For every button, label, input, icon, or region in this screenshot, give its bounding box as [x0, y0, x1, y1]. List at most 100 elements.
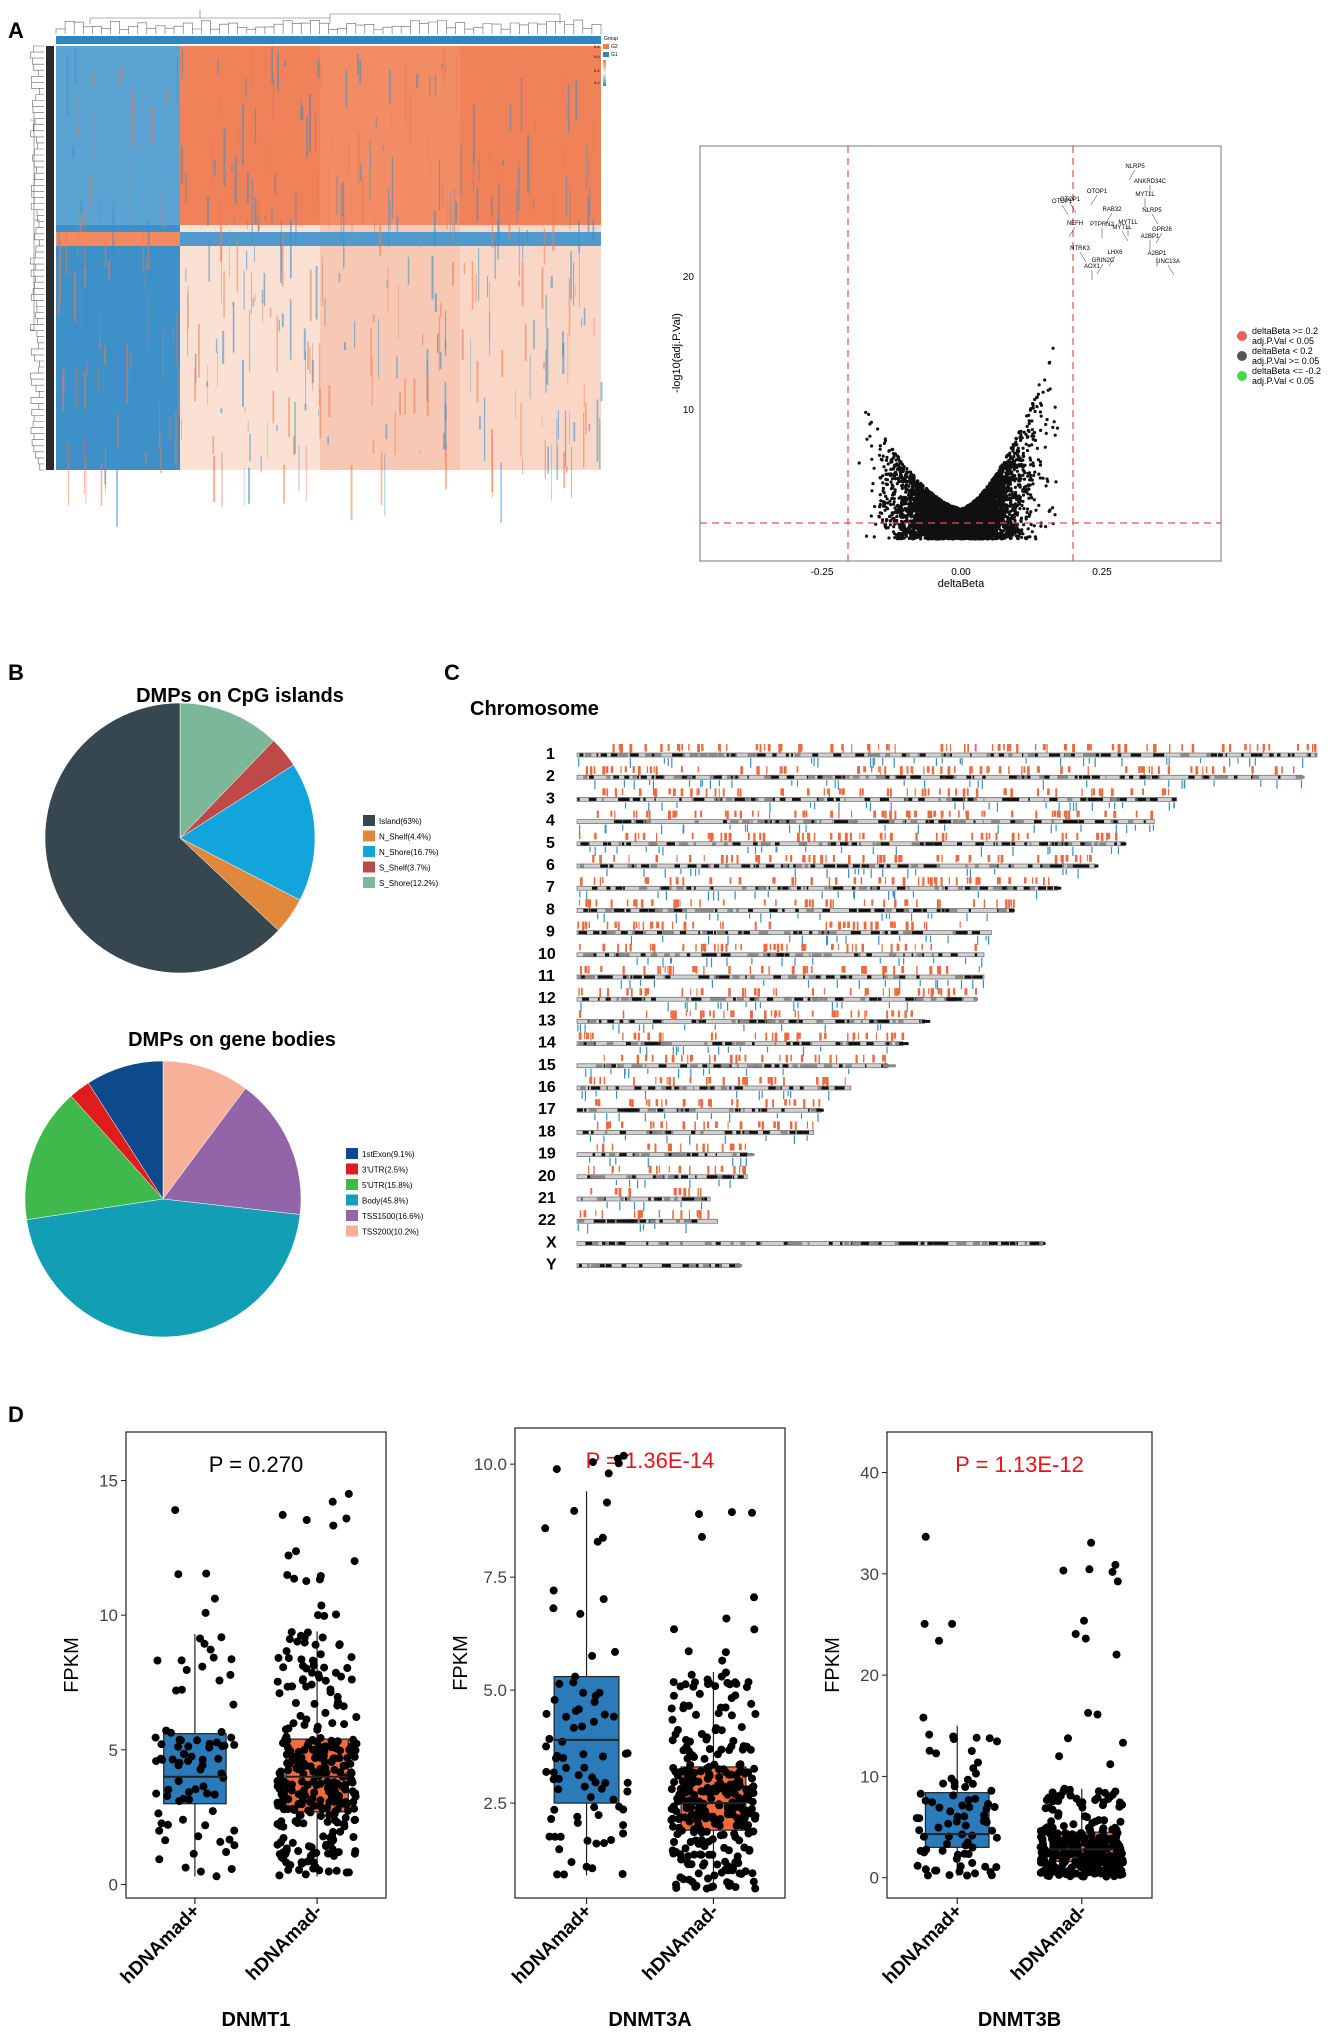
legend-swatch — [346, 1194, 358, 1206]
y-tick-label: 5 — [109, 1741, 118, 1760]
volcano-legend-sub: adj.P.Val < 0.05 — [1252, 376, 1314, 386]
boxplot-title: DNMT3A — [608, 2009, 691, 2031]
volcano-legend-sub: adj.P.Val >= 0.05 — [1252, 356, 1319, 366]
legend-swatch — [346, 1163, 358, 1175]
gene-bodies-legend: 1stExon(9.1%) 3'UTR(2.5%) 5'UTR(15.8%) Body… — [346, 1148, 424, 1237]
y-tick-label: 5.0 — [483, 1681, 507, 1700]
y-tick-label: 10 — [860, 1767, 879, 1786]
heatmap-left-dendrogram — [30, 45, 44, 471]
volcano-label-leader — [1121, 230, 1129, 242]
chromosome-label: 11 — [538, 968, 555, 985]
y-tick-label: 2.5 — [483, 1794, 507, 1813]
volcano-gene-label: PTPRN2 — [1090, 222, 1114, 228]
volcano-gene-label: MYT1L — [1112, 225, 1132, 231]
chromosome-bar — [576, 1130, 815, 1135]
heatmap-color-scale — [603, 60, 606, 86]
chromosome-label: 7 — [546, 879, 555, 896]
heatmap-block — [180, 46, 320, 225]
volcano-gene-label: A2BP1 — [1148, 251, 1167, 257]
chromosome-label: X — [546, 1234, 557, 1251]
volcano-label-leader — [1096, 263, 1104, 275]
chromosome-dmp-marks — [582, 1121, 814, 1145]
legend-label: TSS200(10.2%) — [362, 1228, 419, 1237]
volcano-label-leader — [1061, 204, 1069, 216]
legend-label: Island(63%) — [379, 817, 422, 826]
y-axis-label: FPKM — [61, 1637, 83, 1693]
legend-label: 5'UTR(15.8%) — [362, 1181, 413, 1190]
volcano-label-leader — [1155, 232, 1163, 244]
y-axis-label: FPKM — [822, 1637, 844, 1693]
pie-slice — [26, 1198, 301, 1338]
volcano-ylabel: -log10(adj.P.Val) — [671, 313, 683, 393]
volcano-label-leader — [1167, 264, 1175, 276]
cpg-pie-title: DMPs on CpG islands — [136, 685, 344, 707]
chromosome-dmp-marks — [585, 1054, 896, 1079]
volcano-label-leader — [1090, 194, 1098, 206]
heatmap-top-dendrogram — [55, 10, 602, 34]
methylation-heatmap: Group G2 G1 0.8 0.6 0.4 0.2 — [30, 10, 618, 527]
legend-swatch — [346, 1225, 358, 1237]
y-tick-label: 10 — [99, 1606, 118, 1625]
pie-slice — [179, 764, 316, 901]
boxplot-title: DNMT3B — [978, 2009, 1061, 2031]
legend-swatch — [363, 877, 375, 888]
chromosome-label: 4 — [546, 813, 555, 830]
y-tick-label: 40 — [860, 1464, 879, 1483]
heatmap-scale-tick: 0.2 — [594, 80, 600, 85]
heatmap-legend-title: Group — [604, 36, 618, 42]
volcano-gene-label: ANKRD34C — [1134, 179, 1167, 185]
chromosome-title: Chromosome — [470, 698, 599, 720]
x-tick-label: hDNAmad+ — [879, 1901, 967, 1989]
panel-label-d: D — [8, 1402, 24, 1427]
chromosome-label: 8 — [546, 901, 555, 918]
legend-swatch — [363, 846, 375, 857]
pie-slice — [87, 1060, 164, 1200]
chromosome-label: 6 — [546, 857, 555, 874]
legend-label: N_Shore(16.7%) — [379, 848, 439, 857]
chromosome-bar — [576, 797, 1177, 802]
volcano-label-leader — [1128, 169, 1136, 181]
heatmap-row-side-bar — [46, 46, 54, 470]
volcano-xtick: 0.00 — [951, 567, 971, 578]
legend-label: S_Shelf(3.7%) — [379, 864, 431, 873]
pie-slice — [44, 702, 279, 974]
volcano-gene-label: OTOP1 — [1087, 189, 1108, 195]
volcano-gene-label: AOX1 — [1084, 264, 1101, 270]
heatmap-block — [460, 225, 601, 470]
legend-swatch — [346, 1148, 358, 1159]
chromosome-dmp-marks — [579, 855, 1099, 879]
jitter-points — [151, 1506, 239, 1881]
jitter-points — [667, 1508, 760, 1893]
chromosome-label: 10 — [538, 946, 556, 963]
volcano-ytick: 20 — [683, 272, 695, 283]
legend-swatch — [346, 1179, 358, 1190]
volcano-legend-dot-ns — [1237, 351, 1247, 361]
chromosome-dmp-marks — [589, 1143, 755, 1168]
chromosome-label: 9 — [546, 924, 555, 941]
y-tick-label: 30 — [860, 1565, 879, 1584]
heatmap-legend-swatch-g1 — [603, 52, 609, 57]
volcano-label-leader — [1108, 255, 1116, 267]
boxplot-dnmt1: 0 5 10 15 FPKM P = 0.270 hDNAmad+ hDNAmad- DNMT1 — [61, 1431, 387, 2031]
chromosome-label: 5 — [546, 835, 555, 852]
pie-slice — [162, 1060, 246, 1200]
chromosome-label: 13 — [538, 1012, 556, 1029]
volcano-legend-label: deltaBeta >= 0.2 — [1252, 326, 1318, 336]
volcano-legend-label: deltaBeta <= -0.2 — [1252, 366, 1321, 376]
volcano-gene-label: A2BP1 — [1141, 234, 1160, 240]
chromosome-bar — [576, 819, 1155, 824]
heatmap-legend-group-g2: G2 — [611, 44, 618, 50]
panel-label-c: C — [444, 660, 460, 685]
p-value-label: P = 0.270 — [209, 1452, 303, 1477]
heatmap-scale-tick: 0.6 — [594, 54, 600, 59]
legend-label: 3'UTR(2.5%) — [362, 1166, 408, 1175]
volcano-gene-label: MYT1L — [1135, 192, 1155, 198]
legend-swatch — [363, 861, 375, 873]
volcano-ytick: 10 — [683, 405, 695, 416]
heatmap-scale-tick: 0.8 — [594, 44, 600, 49]
volcano-gene-label: UNC13A — [1156, 259, 1180, 265]
gene-bodies-pie — [24, 1060, 302, 1338]
panel-label-a: A — [8, 18, 24, 43]
chromosome-dmp-marks — [585, 1241, 1046, 1245]
